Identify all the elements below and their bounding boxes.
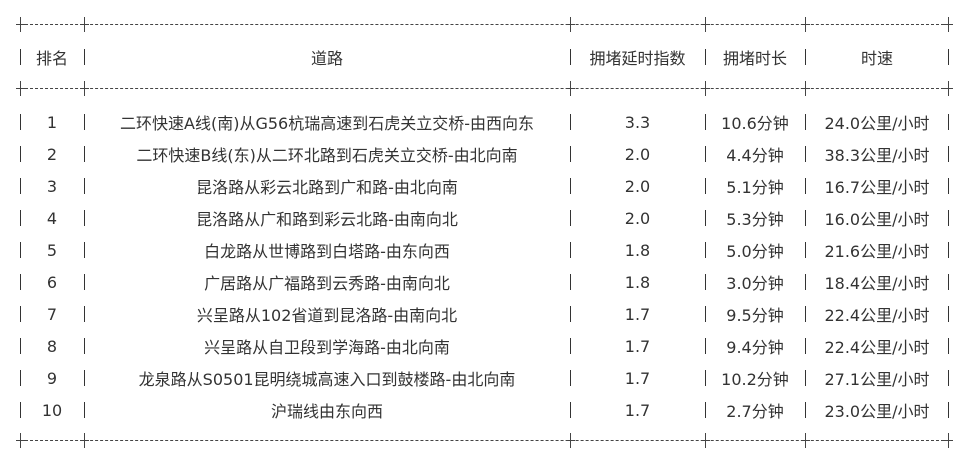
duration-cell: 4.4分钟 [705, 142, 805, 166]
border-corner [701, 17, 710, 32]
border-corner [801, 81, 810, 96]
delay-index-cell: 1.7 [570, 366, 705, 390]
speed-cell: 24.0公里/小时 [805, 110, 949, 134]
border-corner [701, 433, 710, 448]
delay-index-cell: 1.8 [570, 238, 705, 262]
border-corner [16, 17, 25, 32]
speed-cell: 时速 [805, 45, 949, 69]
speed-cell: 23.0公里/小时 [805, 398, 949, 422]
rank-cell: 10 [20, 398, 84, 422]
table-header-row: 排名 道路 拥堵延时指数 拥堵时长 时速 [20, 45, 949, 69]
rank-cell: 7 [20, 302, 84, 326]
table-row: 6 广居路从广福路到云秀路-由南向北 1.8 3.0分钟 18.4公里/小时 [20, 270, 949, 294]
border-corner [566, 81, 575, 96]
border-corner [80, 81, 89, 96]
speed-cell: 18.4公里/小时 [805, 270, 949, 294]
rank-cell: 2 [20, 142, 84, 166]
border-corner [801, 17, 810, 32]
border-corner [801, 433, 810, 448]
rank-cell: 6 [20, 270, 84, 294]
speed-cell: 16.7公里/小时 [805, 174, 949, 198]
delay-index-cell: 1.8 [570, 270, 705, 294]
road-cell: 昆洛路从广和路到彩云北路-由南向北 [84, 206, 570, 230]
duration-cell: 9.5分钟 [705, 302, 805, 326]
duration-cell: 5.1分钟 [705, 174, 805, 198]
road-cell: 二环快速A线(南)从G56杭瑞高速到石虎关立交桥-由西向东 [84, 110, 570, 134]
speed-cell: 22.4公里/小时 [805, 334, 949, 358]
road-cell: 白龙路从世博路到白塔路-由东向西 [84, 238, 570, 262]
border-corner [566, 17, 575, 32]
rank-cell: 4 [20, 206, 84, 230]
delay-index-cell: 2.0 [570, 174, 705, 198]
border-corner [944, 17, 953, 32]
speed-cell: 16.0公里/小时 [805, 206, 949, 230]
speed-cell: 21.6公里/小时 [805, 238, 949, 262]
table-border-line [16, 433, 953, 448]
table-row: 8 兴呈路从自卫段到学海路-由北向南 1.7 9.4分钟 22.4公里/小时 [20, 334, 949, 358]
duration-cell: 5.3分钟 [705, 206, 805, 230]
speed-cell: 38.3公里/小时 [805, 142, 949, 166]
road-cell: 沪瑞线由东向西 [84, 398, 570, 422]
delay-index-cell: 2.0 [570, 142, 705, 166]
rank-cell: 5 [20, 238, 84, 262]
delay-index-cell: 1.7 [570, 302, 705, 326]
border-corner [16, 433, 25, 448]
border-corner [16, 81, 25, 96]
road-cell: 兴呈路从102省道到昆洛路-由南向北 [84, 302, 570, 326]
table-row: 1 二环快速A线(南)从G56杭瑞高速到石虎关立交桥-由西向东 3.3 10.6分钟 2… [20, 110, 949, 134]
table-row: 2 二环快速B线(东)从二环北路到石虎关立交桥-由北向南 2.0 4.4分钟 38.3公… [20, 142, 949, 166]
delay-index-cell: 3.3 [570, 110, 705, 134]
table-row: 4 昆洛路从广和路到彩云北路-由南向北 2.0 5.3分钟 16.0公里/小时 [20, 206, 949, 230]
road-cell: 兴呈路从自卫段到学海路-由北向南 [84, 334, 570, 358]
duration-cell: 拥堵时长 [705, 45, 805, 69]
delay-index-cell: 1.7 [570, 334, 705, 358]
road-cell: 龙泉路从S0501昆明绕城高速入口到鼓楼路-由北向南 [84, 366, 570, 390]
speed-cell: 22.4公里/小时 [805, 302, 949, 326]
table-border-line [16, 81, 953, 96]
rank-cell: 1 [20, 110, 84, 134]
road-cell: 二环快速B线(东)从二环北路到石虎关立交桥-由北向南 [84, 142, 570, 166]
delay-index-cell: 1.7 [570, 398, 705, 422]
border-corner [80, 433, 89, 448]
table-row: 7 兴呈路从102省道到昆洛路-由南向北 1.7 9.5分钟 22.4公里/小时 [20, 302, 949, 326]
delay-index-cell: 拥堵延时指数 [570, 45, 705, 69]
road-cell: 道路 [84, 45, 570, 69]
duration-cell: 10.2分钟 [705, 366, 805, 390]
rank-cell: 3 [20, 174, 84, 198]
rank-cell: 9 [20, 366, 84, 390]
table-row: 3 昆洛路从彩云北路到广和路-由北向南 2.0 5.1分钟 16.7公里/小时 [20, 174, 949, 198]
table-row: 5 白龙路从世博路到白塔路-由东向西 1.8 5.0分钟 21.6公里/小时 [20, 238, 949, 262]
duration-cell: 3.0分钟 [705, 270, 805, 294]
rank-cell: 8 [20, 334, 84, 358]
duration-cell: 2.7分钟 [705, 398, 805, 422]
duration-cell: 5.0分钟 [705, 238, 805, 262]
speed-cell: 27.1公里/小时 [805, 366, 949, 390]
border-corner [944, 433, 953, 448]
table-row: 10 沪瑞线由东向西 1.7 2.7分钟 23.0公里/小时 [20, 398, 949, 422]
rank-cell: 排名 [20, 45, 84, 69]
border-corner [701, 81, 710, 96]
border-corner [944, 81, 953, 96]
border-corner [566, 433, 575, 448]
duration-cell: 10.6分钟 [705, 110, 805, 134]
duration-cell: 9.4分钟 [705, 334, 805, 358]
road-cell: 昆洛路从彩云北路到广和路-由北向南 [84, 174, 570, 198]
border-corner [80, 17, 89, 32]
road-cell: 广居路从广福路到云秀路-由南向北 [84, 270, 570, 294]
table-row: 9 龙泉路从S0501昆明绕城高速入口到鼓楼路-由北向南 1.7 10.2分钟 27.1… [20, 366, 949, 390]
delay-index-cell: 2.0 [570, 206, 705, 230]
table-border-line [16, 17, 953, 32]
